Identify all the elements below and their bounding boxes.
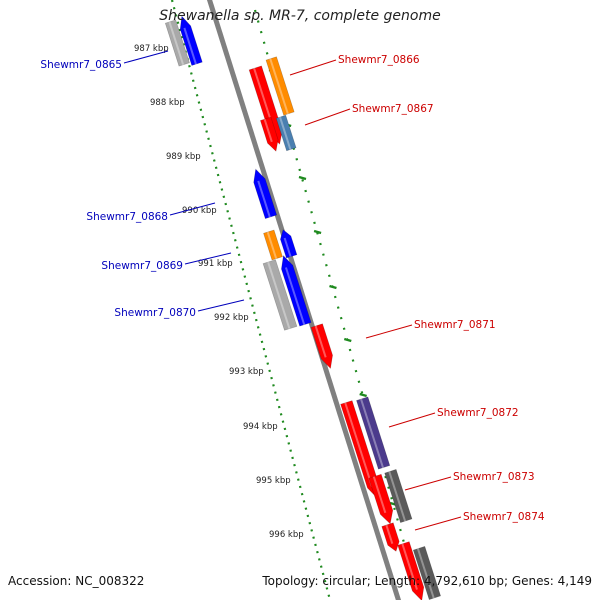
- gene-label: Shewmr7_0867: [352, 103, 434, 115]
- gene-label-leader: [184, 252, 232, 265]
- gene-feature-shine: [183, 27, 197, 65]
- gene-feature: [384, 469, 413, 523]
- outer-major-tick: [329, 284, 337, 290]
- gene-label-leader: [169, 202, 216, 216]
- gene-label-leader: [414, 516, 462, 531]
- gene-feature-shine: [267, 261, 291, 330]
- gene-label: Shewmr7_0868: [86, 211, 168, 223]
- length-text: Length: 4,792,610 bp: [374, 574, 504, 588]
- accession-text: Accession: NC_008322: [8, 574, 145, 588]
- gene-feature: [368, 473, 394, 525]
- gene-feature-shine: [360, 398, 384, 468]
- genes-text: Genes: 4,149: [511, 574, 592, 588]
- gene-feature: [280, 229, 298, 259]
- outer-major-tick: [359, 392, 367, 398]
- gene-feature-shine: [279, 116, 292, 150]
- gene-feature-shine: [372, 476, 387, 514]
- outer-major-tick: [298, 175, 307, 181]
- kbp-tick-label: 989 kbp: [166, 152, 201, 162]
- gene-feature-shine: [266, 231, 278, 259]
- gene-label-leader: [388, 412, 436, 428]
- gene-feature: [164, 19, 190, 67]
- gene-feature-shine: [263, 118, 273, 143]
- gene-label-leader: [289, 59, 337, 76]
- map-title: Shewanella sp. MR-7, complete genome: [159, 8, 441, 24]
- gene-label: Shewmr7_0869: [101, 260, 183, 272]
- gene-label-leader: [123, 50, 169, 64]
- topology-text: Topology: circular: [262, 574, 367, 588]
- gene-feature: [179, 15, 203, 66]
- gene-label: Shewmr7_0865: [40, 59, 122, 71]
- gene-feature-shine: [416, 548, 435, 599]
- kbp-tick-label: 987 kbp: [134, 44, 169, 54]
- gene-feature: [310, 323, 333, 370]
- kbp-tick-label: 993 kbp: [229, 367, 264, 377]
- genome-stats: Topology: circular; Length: 4,792,610 bp…: [262, 574, 592, 588]
- gene-label: Shewmr7_0873: [453, 471, 535, 483]
- gene-feature: [262, 259, 298, 331]
- gene-label: Shewmr7_0871: [414, 319, 496, 331]
- gene-feature-shine: [344, 402, 373, 487]
- gene-label-leader: [404, 476, 452, 491]
- gene-label-leader: [365, 324, 413, 339]
- genome-backbone: [206, 0, 403, 604]
- outer-major-tick: [343, 337, 352, 343]
- kbp-tick-label: 995 kbp: [256, 476, 291, 486]
- gene-label: Shewmr7_0870: [114, 307, 196, 319]
- gene-feature: [397, 541, 425, 602]
- kbp-tick-label: 992 kbp: [214, 313, 249, 323]
- gene-feature-shine: [385, 524, 394, 545]
- kbp-tick-label: 988 kbp: [150, 98, 185, 108]
- gene-feature-shine: [168, 21, 185, 66]
- gene-feature: [265, 56, 295, 116]
- gene-label: Shewmr7_0874: [463, 511, 545, 523]
- gene-label-leader: [197, 299, 245, 312]
- kbp-tick-label: 991 kbp: [198, 259, 233, 269]
- gene-feature-shine: [257, 180, 271, 218]
- gene-feature: [356, 396, 391, 470]
- gene-feature: [381, 522, 400, 552]
- gene-feature-shine: [314, 325, 327, 358]
- kbp-tick-label: 996 kbp: [269, 530, 304, 540]
- outer-major-tick: [313, 229, 322, 235]
- gene-label: Shewmr7_0872: [437, 407, 519, 419]
- kbp-tick-label: 994 kbp: [243, 422, 278, 432]
- gene-feature-shine: [388, 471, 407, 522]
- gene-feature: [260, 116, 279, 152]
- gene-feature: [412, 546, 441, 600]
- gene-feature: [253, 168, 278, 219]
- gene-feature: [275, 114, 297, 152]
- gene-label: Shewmr7_0866: [338, 54, 420, 66]
- gene-feature-shine: [269, 58, 289, 115]
- gene-feature: [263, 229, 283, 261]
- gene-feature-shine: [401, 543, 418, 590]
- gene-label-leader: [304, 108, 351, 126]
- gene-feature: [281, 255, 312, 327]
- kbp-tick-label: 990 kbp: [182, 206, 217, 216]
- gene-feature-shine: [284, 267, 306, 325]
- gene-feature-shine: [283, 237, 292, 257]
